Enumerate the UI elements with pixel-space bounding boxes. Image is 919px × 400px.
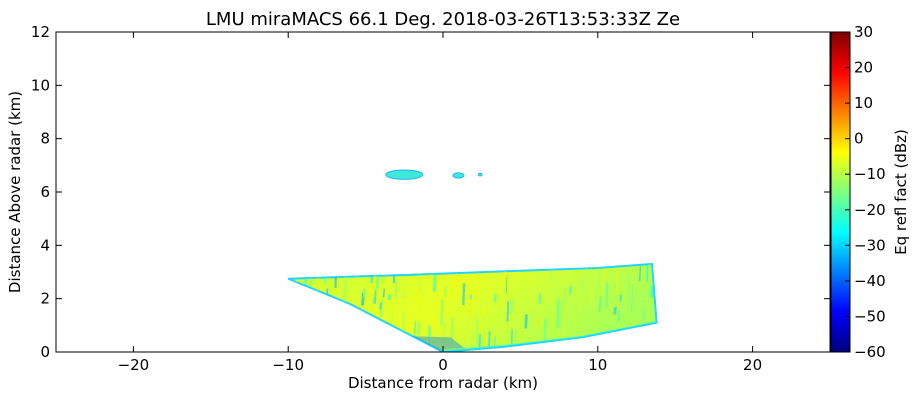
chart-title: LMU miraMACS 66.1 Deg. 2018-03-26T13:53:… [206,9,680,30]
echo-region-cloud [385,169,424,180]
colorbar-tick-label: −60 [854,343,886,361]
y-tick-label: 12 [31,23,50,41]
colorbar-tick-label: 0 [854,130,864,148]
colorbar-tick-label: 30 [854,23,873,41]
colorbar: 30 20 10 0 −10 −20 −30 −40 −50 −60 [830,23,886,361]
weak-echo-core [404,336,467,351]
echo-region-cloud [477,172,483,177]
plot-area: −20 −10 0 10 20 0 2 4 6 8 10 12 [31,23,831,374]
x-tick-label: 20 [743,356,762,374]
x-tick-label: −10 [272,356,304,374]
colorbar-tick-label: −10 [854,165,886,183]
echo-layer [287,169,658,352]
colorbar-tick-label: −30 [854,236,886,254]
y-tick-label: 0 [40,343,50,361]
y-tick-label: 8 [40,130,50,148]
colorbar-scale [830,31,851,353]
colorbar-tick-label: −40 [854,272,886,290]
x-tick-label: 10 [588,356,607,374]
y-tick-label: 6 [40,183,50,201]
x-tick-label: 0 [438,356,448,374]
y-tick-label: 2 [40,290,50,308]
x-axis-label: Distance from radar (km) [348,374,538,392]
y-axis-label: Distance Above radar (km) [6,91,24,293]
colorbar-tick-label: −20 [854,201,886,219]
y-tick-label: 4 [40,236,50,254]
echo-region-cloud [452,172,465,179]
y-tick-label: 10 [31,76,50,94]
x-tick-label: −20 [118,356,150,374]
colorbar-label: Eq refl fact (dBz) [892,129,910,255]
colorbar-tick-label: 20 [854,59,873,77]
colorbar-tick-label: 10 [854,94,873,112]
colorbar-tick-label: −50 [854,307,886,325]
